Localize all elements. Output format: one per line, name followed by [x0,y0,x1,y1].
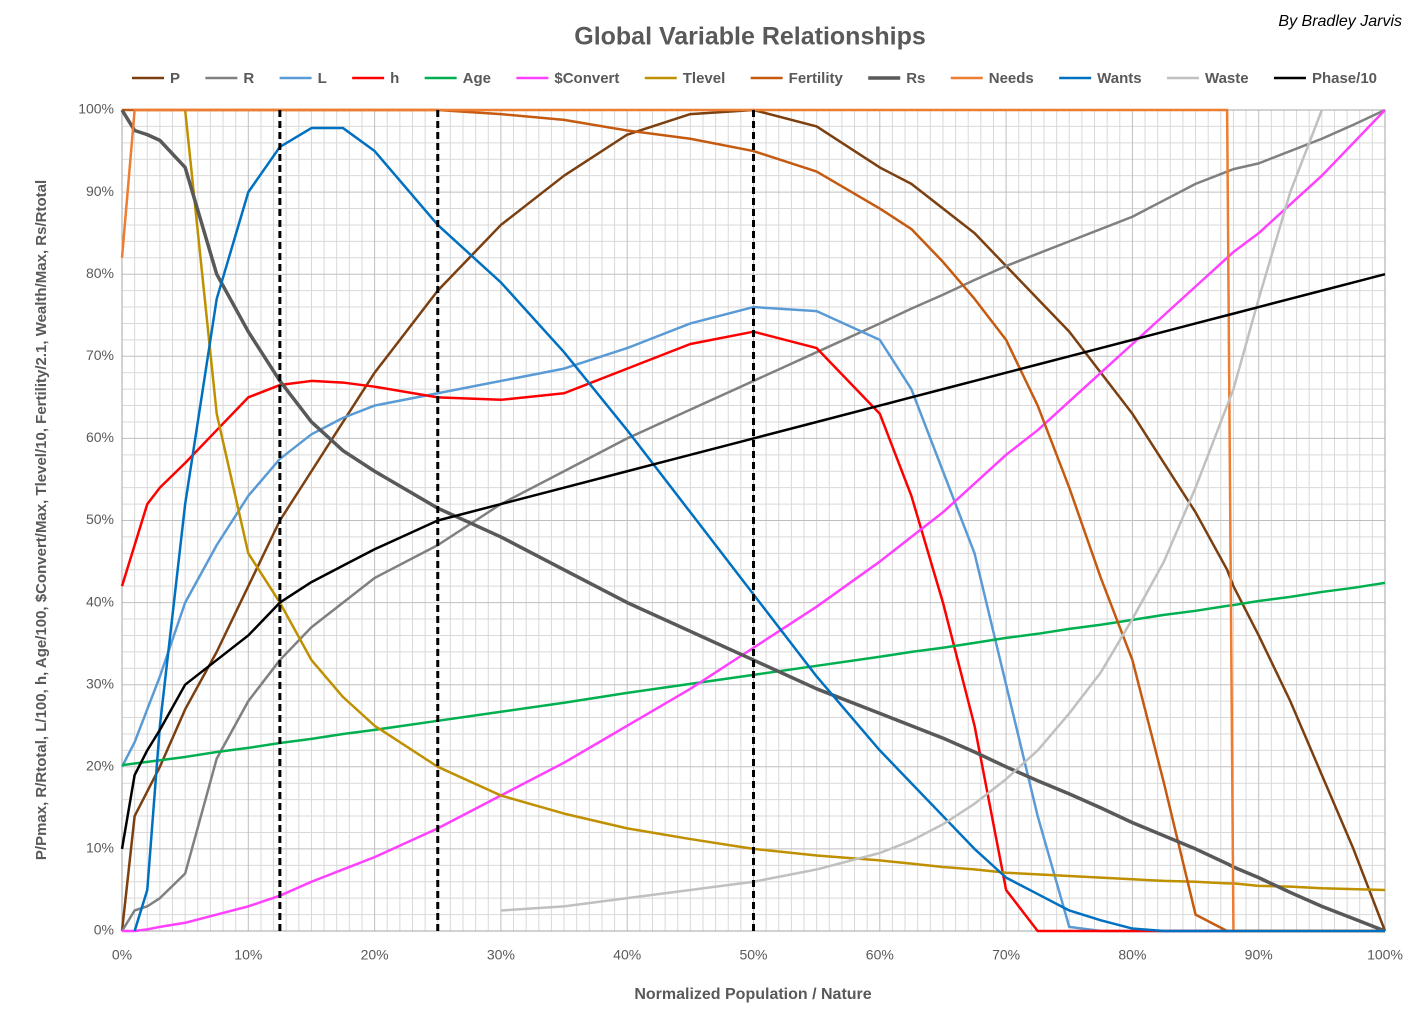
legend-text: Rs [906,70,925,87]
series-line [120,108,1385,933]
legend-text: Waste [1205,70,1249,87]
legend-item: Waste [1166,70,1249,87]
x-tick-label: 20% [361,947,389,963]
y-tick-label: 0% [94,922,114,938]
x-tick-label: 70% [992,947,1020,963]
legend-item: Phase/10 [1273,70,1377,87]
legend-item: Fertility [750,70,844,87]
legend-item: L [279,70,327,87]
legend-text: L [318,70,327,87]
series-line [120,109,1386,933]
series-line [121,581,1386,767]
legend-item: Needs [950,70,1034,87]
legend-item: $Convert [516,70,619,87]
legend-item: R [205,70,254,87]
x-tick-label: 0% [112,947,132,963]
y-tick-label: 100% [78,101,114,117]
legend-text: R [243,70,254,87]
y-tick-label: 30% [86,675,114,691]
y-tick-label: 10% [86,840,114,856]
x-tick-label: 40% [613,947,641,963]
x-tick-label: 80% [1118,947,1146,963]
y-tick-label: 60% [86,429,114,445]
legend-item: h [352,70,399,87]
legend-item: P [132,70,180,87]
y-tick-label: 80% [86,265,114,281]
author: By Bradley Jarvis [1278,13,1402,30]
legend-text: $Convert [554,70,619,87]
y-tick-label: 70% [86,347,114,363]
y-tick-label: 40% [86,593,114,609]
series-line [120,272,1386,850]
legend-text: Needs [989,70,1034,87]
x-axis-title: Normalized Population / Nature [634,986,871,1003]
legend-item: Tlevel [644,70,726,87]
x-tick-label: 100% [1367,947,1403,963]
x-tick-label: 50% [739,947,767,963]
legend-item: Rs [868,70,925,87]
legend-text: Phase/10 [1312,70,1377,87]
x-tick-label: 30% [487,947,515,963]
x-tick-label: 90% [1245,947,1273,963]
legend-text: Tlevel [683,70,726,87]
x-tick-label: 10% [234,947,262,963]
legend-text: Wants [1097,70,1141,87]
y-tick-label: 90% [86,183,114,199]
series-line [133,126,1385,933]
x-tick-label: 60% [866,947,894,963]
legend-item: Wants [1059,70,1142,87]
y-axis-title: P/Pmax, R/Rtotal, L/100, h, Age/100, $Co… [33,180,50,860]
legend-text: Fertility [789,70,844,87]
series-line [120,108,1387,932]
y-tick-label: 50% [86,511,114,527]
chart-title: Global Variable Relationships [574,23,926,51]
legend-text: h [390,70,399,87]
legend-item: Age [424,70,491,87]
series-line [500,109,1324,912]
legend-text: Age [463,70,491,87]
legend-text: P [170,70,180,87]
y-tick-label: 20% [86,758,114,774]
